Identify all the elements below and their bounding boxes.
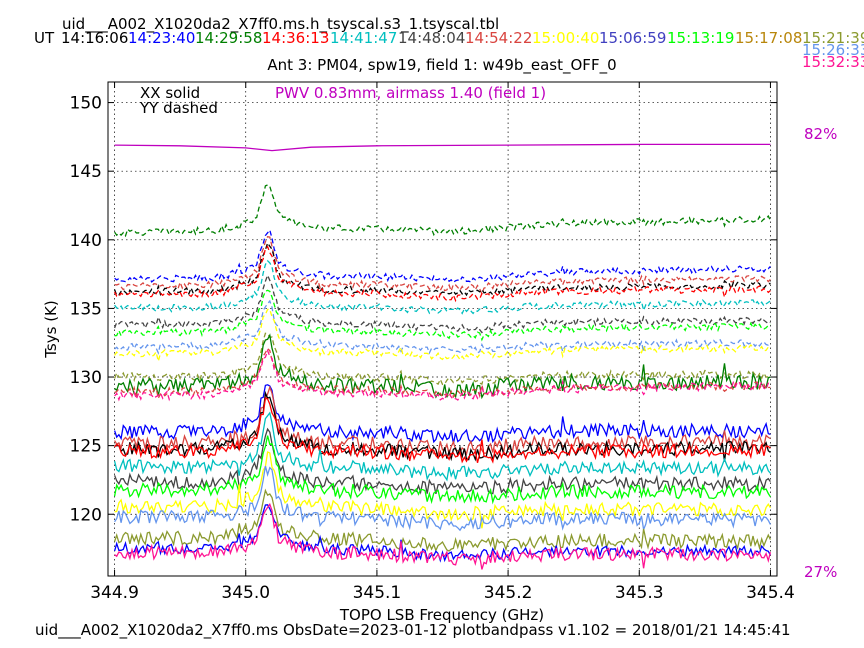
ut-time-8: 15:06:59 [599,29,666,47]
series-line-22 [114,465,771,533]
series-line-10 [113,332,771,386]
ut-time-3: 14:36:13 [262,29,329,47]
ut-time-13: 15:32:33 [802,53,864,71]
ut-time-1: 14:23:40 [128,29,195,47]
series-line-14 [113,384,771,444]
series-line-5 [114,259,771,315]
x-axis-label: TOPO LSB Frequency (GHz) [339,606,544,624]
pwv-annotation: PWV 0.83mm, airmass 1.40 (field 1) [275,84,546,102]
ut-time-10: 15:17:08 [735,29,802,47]
series-line-11 [114,333,771,400]
series-line-1 [114,228,771,284]
ut-label: UT [34,29,55,47]
series-line-0 [114,184,771,238]
x-tick-label: 345.1 [353,583,402,603]
legend-dashed: YY dashed [139,99,218,117]
x-tick-label: 345.0 [221,583,270,603]
series-line-20 [113,435,771,505]
series-line-7 [114,289,771,342]
ut-time-11: 15:21:39 [802,29,864,47]
y-axis-label: Tsys (K) [42,300,60,359]
series-line-9 [114,308,771,364]
series-lines [113,184,772,570]
ut-time-5: 14:48:04 [398,29,465,47]
y-tick-label: 140 [70,231,102,251]
y-tick-label: 135 [70,299,102,319]
series-line-19 [113,427,771,495]
ut-time-7: 15:00:40 [532,29,599,47]
ut-time-4: 14:41:47 [330,29,397,47]
series-line-15 [114,385,771,457]
grid [108,82,777,576]
ut-time-0: 14:16:06 [61,29,128,47]
y-tick-label: 120 [70,505,102,525]
series-line-8 [114,299,771,355]
transmission-line [114,143,771,152]
series-line-21 [114,451,771,529]
series-line-13 [114,348,771,402]
transmission-bottom-label: 27% [804,563,837,581]
plot-frame [107,81,778,577]
ut-timestamps: 14:16:06 14:23:40 14:29:58 14:36:13 14:41:47… [61,29,864,71]
series-line-17 [114,397,771,464]
footer-text: uid___A002_X1020da2_X7ff0.ms ObsDate=202… [35,621,791,640]
x-tick-label: 345.3 [615,583,664,603]
file-name: uid___A002_X1020da2_X7ff0.ms.h_tsyscal.s… [62,15,499,34]
y-tick-label: 145 [70,162,102,182]
legend-solid: XX solid [140,84,200,102]
series-line-3 [113,241,771,297]
y-tick-label: 150 [70,94,102,114]
series-line-23 [113,488,771,553]
series-line-12 [114,347,771,401]
y-tick-label: 130 [70,368,102,388]
y-tick-label: 125 [70,437,102,457]
ut-time-12: 15:26:33 [802,41,864,59]
series-line-25 [114,502,772,570]
series-line-18 [113,411,771,482]
ut-time-2: 14:29:58 [195,29,262,47]
series-line-6 [113,273,771,334]
series-line-2 [114,235,771,296]
ut-time-9: 15:13:19 [667,29,734,47]
axis-ticks: 344.9 345.0 345.1 345.2 345.3 345.4 120 125 130 1… [70,82,795,603]
x-tick-label: 345.2 [484,583,533,603]
transmission-top-label: 82% [804,125,837,143]
chart-title: Ant 3: PM04, spw19, field 1: w49b_east_O… [267,56,616,75]
ut-time-6: 14:54:22 [465,29,532,47]
x-tick-label: 345.4 [746,583,795,603]
x-tick-label: 344.9 [90,583,139,603]
transmission-curve [114,143,771,152]
series-line-4 [114,245,771,303]
